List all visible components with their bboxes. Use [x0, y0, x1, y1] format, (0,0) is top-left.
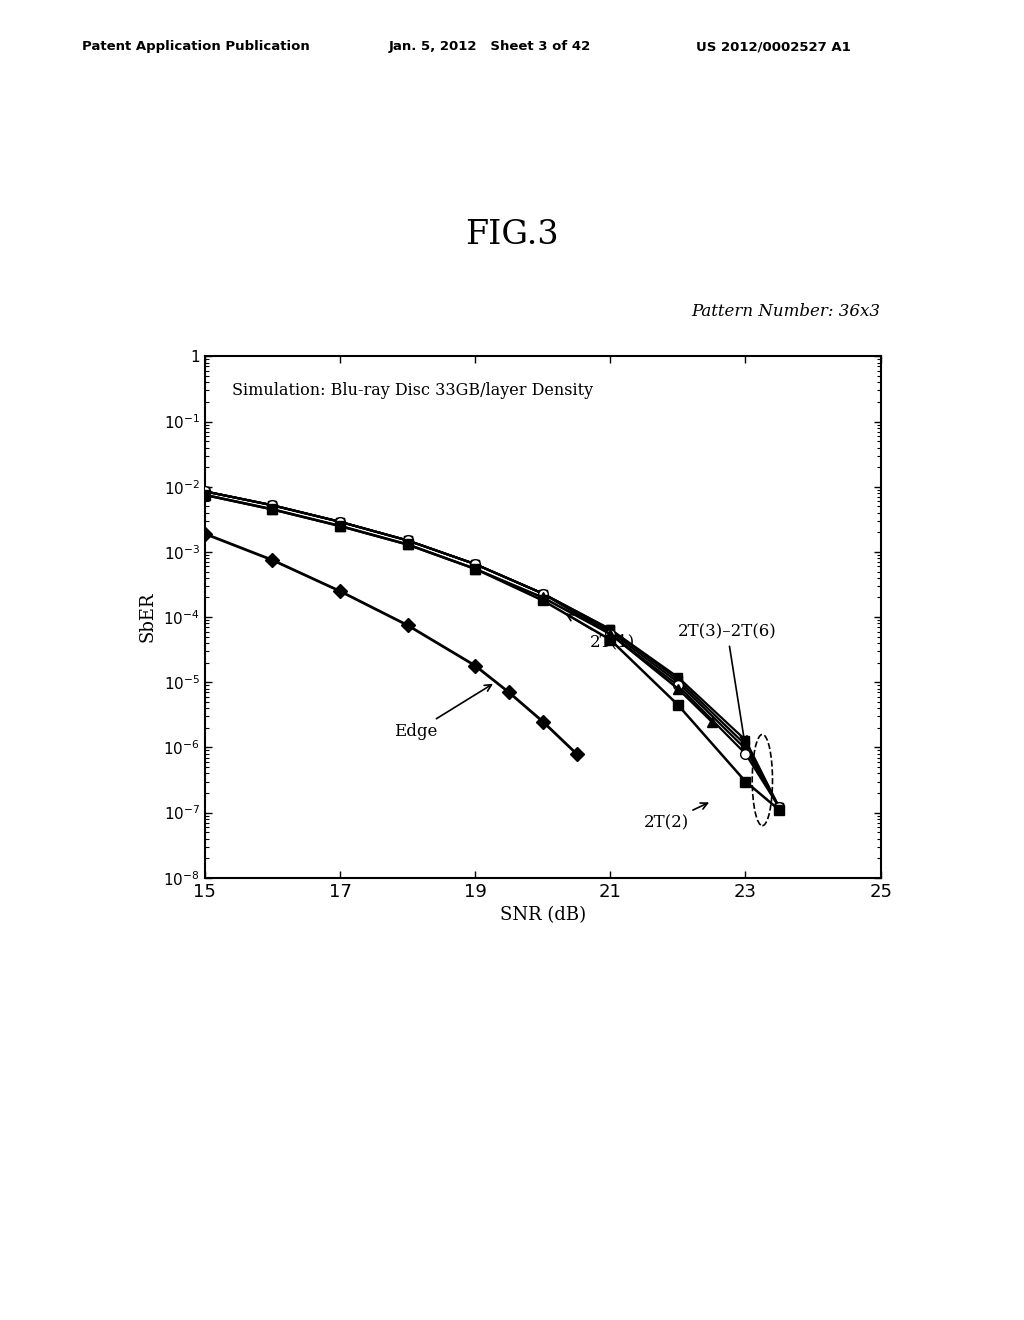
- Text: Patent Application Publication: Patent Application Publication: [82, 40, 309, 53]
- Text: 2T(1): 2T(1): [567, 614, 635, 651]
- Text: US 2012/0002527 A1: US 2012/0002527 A1: [696, 40, 851, 53]
- Text: FIG.3: FIG.3: [465, 219, 559, 251]
- Text: 2T(3)–2T(6): 2T(3)–2T(6): [678, 624, 776, 743]
- Text: Simulation: Blu-ray Disc 33GB/layer Density: Simulation: Blu-ray Disc 33GB/layer Dens…: [231, 383, 593, 400]
- Text: 2T(2): 2T(2): [644, 803, 708, 832]
- Y-axis label: SbER: SbER: [138, 591, 157, 643]
- Text: Pattern Number: 36x3: Pattern Number: 36x3: [691, 302, 881, 319]
- X-axis label: SNR (dB): SNR (dB): [500, 907, 586, 924]
- Text: Jan. 5, 2012   Sheet 3 of 42: Jan. 5, 2012 Sheet 3 of 42: [389, 40, 592, 53]
- Text: Edge: Edge: [394, 685, 492, 741]
